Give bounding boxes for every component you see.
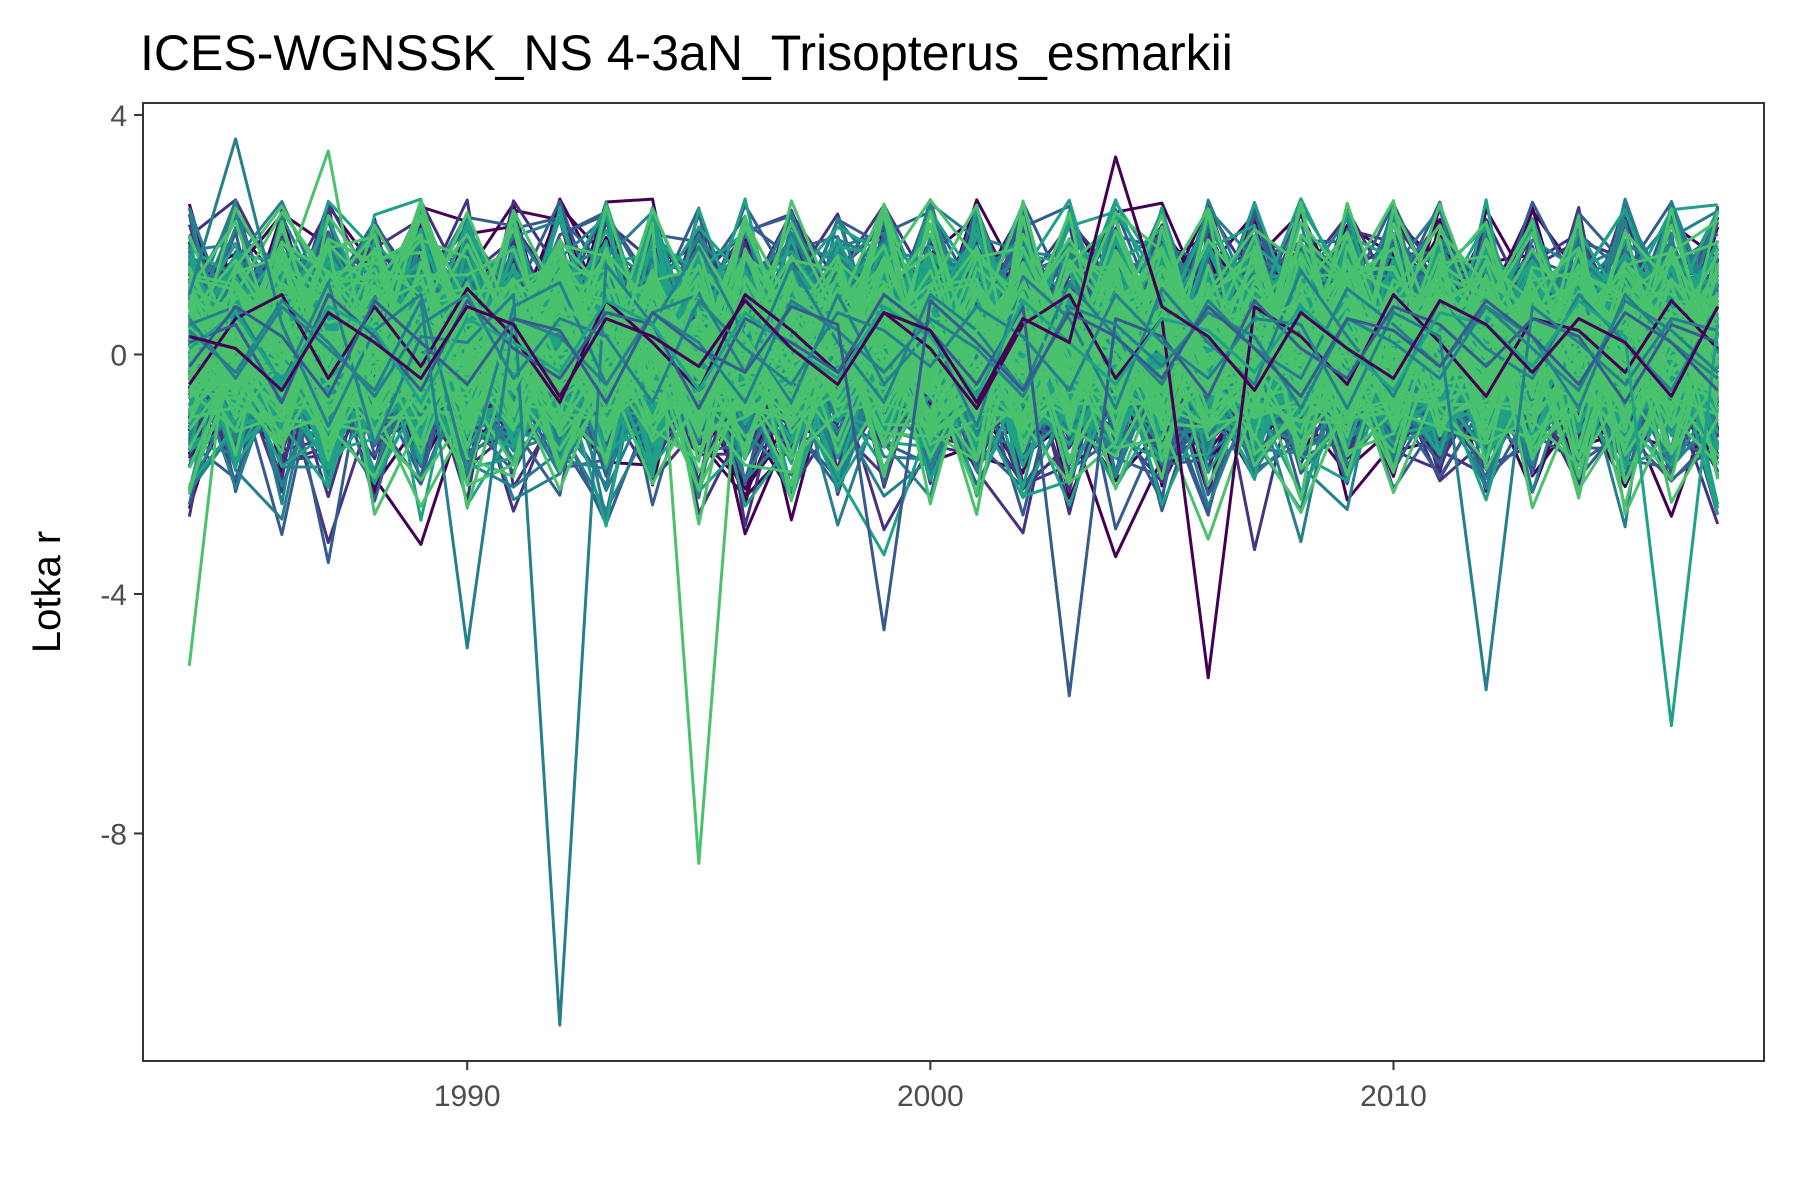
series-line-6: [188, 293, 1719, 698]
plot-panel-border: [142, 102, 1765, 1062]
series-line-9: [188, 299, 1719, 650]
y-tick-label: 0: [110, 339, 127, 372]
x-tick-label: 1990: [434, 1080, 501, 1113]
x-tick-label: 2010: [1360, 1080, 1427, 1113]
y-tick-label: 4: [110, 100, 127, 133]
x-tick-label: 2000: [897, 1080, 964, 1113]
series-line-11: [188, 155, 1720, 404]
x-axis: 1990 2000 2010: [434, 1061, 1427, 1113]
ensemble-series-line: [187, 201, 1720, 480]
series-line-7: [188, 293, 1719, 692]
series-layer: [187, 137, 1720, 1027]
chart-title: ICES-WGNSSK_NS 4-3aN_Trisopterus_esmarki…: [140, 25, 1233, 81]
y-tick-label: -4: [100, 579, 127, 612]
ensemble-series-line: [188, 203, 1719, 514]
y-axis-label: Lotka r: [25, 531, 69, 653]
series-line-10: [188, 299, 1719, 632]
series-line-5: [188, 287, 1719, 680]
ensemble-series-line: [188, 215, 1719, 462]
y-axis: 4 0 -4 -8: [100, 100, 143, 851]
y-tick-label: -8: [100, 818, 127, 851]
